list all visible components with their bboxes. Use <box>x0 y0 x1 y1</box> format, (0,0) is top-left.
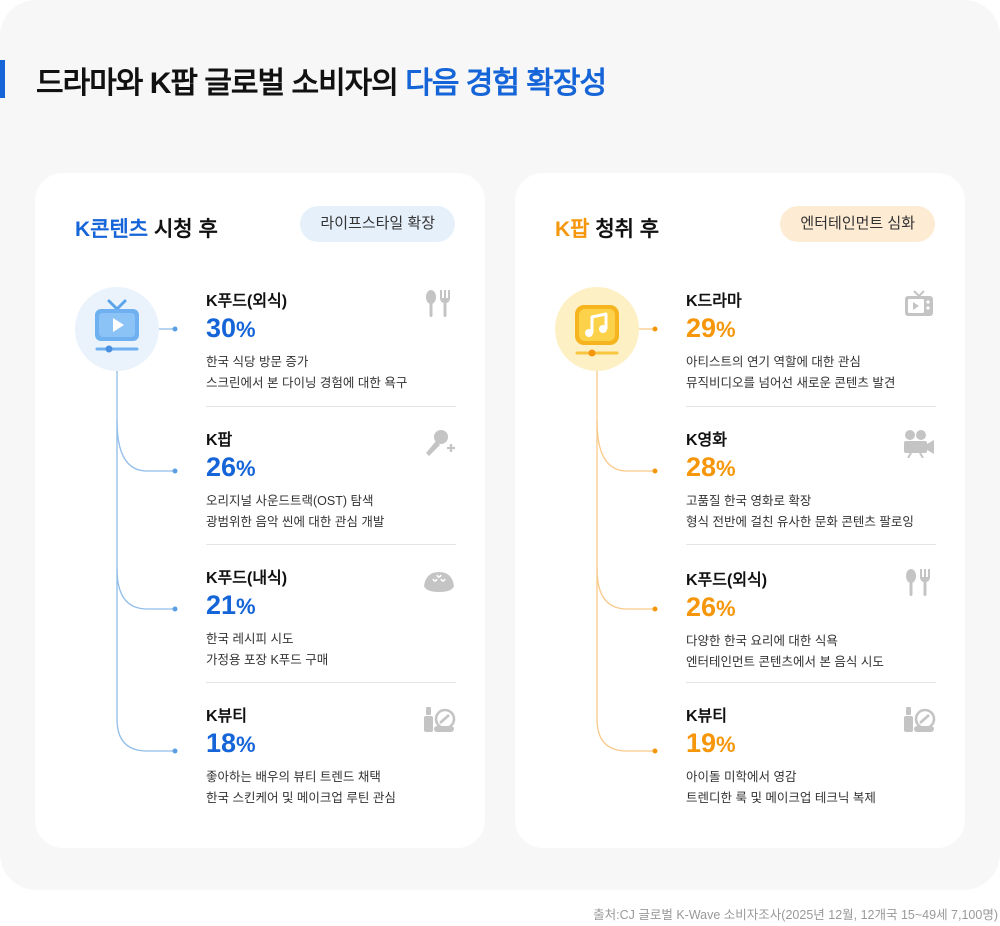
item-unit: % <box>236 594 256 619</box>
item-desc-line-1: 고품질 한국 영화로 확장 <box>686 494 812 508</box>
item-name: K푸드(외식) <box>206 293 288 310</box>
item-value: 19 <box>686 728 717 758</box>
item-desc-line-2: 엔터테인먼트 콘텐츠에서 본 음식 시도 <box>686 655 884 669</box>
divider <box>686 682 936 683</box>
tv-play-icon <box>75 287 159 371</box>
tv-icon <box>905 290 933 316</box>
item-value: 29 <box>686 313 717 343</box>
category-pill: 라이프스타일 확장 <box>300 206 455 242</box>
category-pill: 엔터테인먼트 심화 <box>780 206 935 242</box>
item-desc-line-1: 한국 레시피 시도 <box>206 632 294 646</box>
kpop-card: K팝 청취 후 엔터테인먼트 심화 K드라마 29% 아티스트의 연기 역할에 … <box>515 173 965 848</box>
item-percent: 29% <box>686 313 936 344</box>
item-name: K뷰티 <box>206 708 247 725</box>
item-percent: 28% <box>686 452 936 483</box>
item-percent: 18% <box>206 728 456 759</box>
item-value: 18 <box>206 728 237 758</box>
divider <box>686 406 936 407</box>
item-unit: % <box>236 456 256 481</box>
dumpling-icon <box>424 572 454 592</box>
item-value: 26 <box>686 592 717 622</box>
item-desc-line-2: 뮤직비디오를 넘어선 새로운 콘텐츠 발견 <box>686 376 896 390</box>
movie-camera-icon <box>904 430 934 458</box>
card-heading: K팝 청취 후 <box>555 213 659 243</box>
item-unit: % <box>716 456 736 481</box>
card-heading-rest: 청취 후 <box>589 218 660 241</box>
page-title-highlight: 다음 경험 확장성 <box>405 67 607 100</box>
item-desc-line-1: 다양한 한국 요리에 대한 식욕 <box>686 634 838 648</box>
item-desc-line-1: 아이돌 미학에서 영감 <box>686 770 797 784</box>
utensils-icon <box>426 290 450 317</box>
item-desc-line-1: 오리지널 사운드트랙(OST) 탐색 <box>206 494 374 508</box>
item-percent: 30% <box>206 313 456 344</box>
item-unit: % <box>716 596 736 621</box>
item-desc-line-1: 한국 식당 방문 증가 <box>206 355 309 369</box>
divider <box>686 544 936 545</box>
page-title: 드라마와 K팝 글로벌 소비자의 다음 경험 확장성 <box>36 58 607 102</box>
card-heading: K콘텐츠 시청 후 <box>75 213 218 243</box>
item-desc-line-1: 아티스트의 연기 역할에 대한 관심 <box>686 355 861 369</box>
card-heading-rest: 시청 후 <box>148 218 218 241</box>
item-value: 28 <box>686 452 717 482</box>
divider <box>206 682 456 683</box>
item-desc-line-2: 광범위한 음악 씬에 대한 관심 개발 <box>206 515 385 529</box>
card-heading-keyword: K팝 <box>555 218 590 241</box>
item-desc-line-2: 스크린에서 본 다이닝 경험에 대한 욕구 <box>206 376 408 390</box>
item-value: 26 <box>206 452 237 482</box>
cosmetics-icon <box>904 707 936 732</box>
item-desc-line-2: 가정용 포장 K푸드 구매 <box>206 653 329 667</box>
card-heading-keyword: K콘텐츠 <box>75 218 149 241</box>
title-accent-bar <box>0 60 5 98</box>
kcontent-card: K콘텐츠 시청 후 라이프스타일 확장 K푸드(외식) 30% 한국 식당 방문… <box>35 173 485 848</box>
item-value: 21 <box>206 590 237 620</box>
item-unit: % <box>716 317 736 342</box>
item-percent: 21% <box>206 590 456 621</box>
item-name: K뷰티 <box>686 708 727 725</box>
item-desc-line-1: 좋아하는 배우의 뷰티 트렌드 채택 <box>206 770 381 784</box>
item-name: K푸드(외식) <box>686 572 768 589</box>
item-name: K영화 <box>686 432 727 449</box>
item-name: K드라마 <box>686 293 742 310</box>
item-unit: % <box>236 317 256 342</box>
item-percent: 19% <box>686 728 936 759</box>
item-desc-line-2: 트렌디한 룩 및 메이크업 테크닉 복제 <box>686 791 876 805</box>
microphone-icon <box>426 430 455 456</box>
item-value: 30 <box>206 313 237 343</box>
utensils-icon <box>906 569 930 596</box>
cosmetics-icon <box>424 707 456 732</box>
item-desc-line-2: 형식 전반에 걸친 유사한 문화 콘텐츠 팔로잉 <box>686 515 914 529</box>
item-name: K팝 <box>206 432 233 449</box>
item-unit: % <box>716 732 736 757</box>
page-title-prefix: 드라마와 K팝 글로벌 소비자의 <box>36 67 406 100</box>
item-percent: 26% <box>206 452 456 483</box>
divider <box>206 406 456 407</box>
item-desc-line-2: 한국 스킨케어 및 메이크업 루틴 관심 <box>206 791 396 805</box>
music-note-icon <box>555 287 639 371</box>
divider <box>206 544 456 545</box>
item-percent: 26% <box>686 592 936 623</box>
item-unit: % <box>236 732 256 757</box>
source-note: 출처:CJ 글로벌 K-Wave 소비자조사(2025년 12월, 12개국 1… <box>593 908 998 922</box>
item-name: K푸드(내식) <box>206 570 288 587</box>
